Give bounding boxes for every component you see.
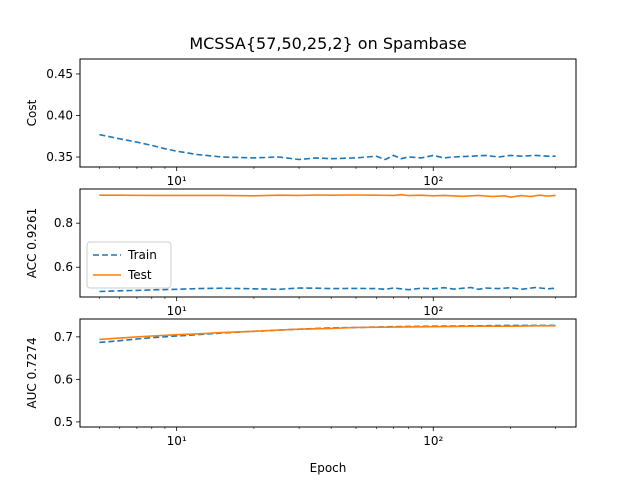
cost-axes-frame [79,58,577,168]
legend-test-label: Test [127,268,152,282]
panel-auc: 10¹ 10² 0.5 0.6 0.7 AUC 0.7274 [25,318,577,448]
acc-train-line [99,286,556,293]
acc-test-line [99,193,556,198]
acc-x-tick-label: 10² [423,304,443,318]
auc-y-tick-label: 0.5 [54,415,73,429]
cost-y-tick-label: 0.45 [46,67,73,81]
cost-x-tick-label: 10¹ [167,174,187,188]
auc-y-tick-label: 0.7 [54,330,73,344]
auc-y-axis-label: AUC 0.7274 [25,337,39,408]
legend: Train Test [86,241,172,289]
panel-cost: 10¹ 10² 0.35 0.40 0.45 Cost [25,58,577,188]
acc-y-tick-label: 0.8 [54,216,73,230]
acc-y-axis-label: ACC 0.9261 [25,208,39,279]
acc-y-tick-label: 0.6 [54,260,73,274]
legend-box [86,241,172,289]
cost-x-tick-label: 10² [423,174,443,188]
legend-train-label: Train [127,248,157,262]
cost-train-line [99,133,556,161]
panel-acc: 10¹ 10² 0.6 0.8 ACC 0.9261 Train Test [25,188,577,318]
acc-x-tick-label: 10¹ [167,304,187,318]
auc-x-tick-label: 10² [423,434,443,448]
cost-y-axis-label: Cost [25,99,39,126]
auc-y-tick-label: 0.6 [54,372,73,386]
auc-test-line [99,324,556,341]
cost-y-tick-label: 0.40 [46,108,73,122]
auc-x-tick-label: 10¹ [167,434,187,448]
cost-y-tick-label: 0.35 [46,150,73,164]
figure-title: MCSSA{57,50,25,2} on Spambase [189,34,466,53]
auc-axes-frame [79,318,577,428]
acc-axes-frame [79,188,577,298]
x-axis-label: Epoch [310,461,347,475]
